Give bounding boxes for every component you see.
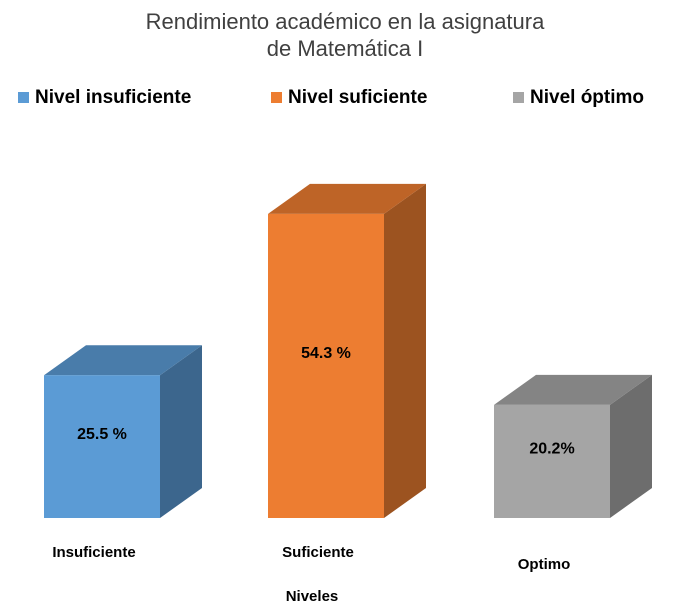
x-tick-label: Suficiente (282, 544, 354, 561)
bar (494, 404, 610, 518)
value-label: 25.5 % (77, 426, 127, 443)
legend-swatch (18, 92, 29, 103)
bar-top (44, 345, 202, 376)
x-tick-label: Optimo (518, 556, 571, 573)
bar (44, 375, 160, 518)
bar-side (384, 183, 426, 519)
legend-swatch (513, 92, 524, 103)
value-label: 54.3 % (301, 345, 351, 362)
legend-swatch (271, 92, 282, 103)
x-axis-label: Niveles (286, 588, 339, 604)
bar-top (494, 374, 652, 405)
chart-title: Rendimiento académico en la asignatura d… (145, 9, 545, 61)
bar (268, 213, 384, 519)
legend-label: Nivel insuficiente (35, 87, 191, 108)
value-label: 20.2% (529, 441, 574, 458)
x-tick-label: Insuficiente (52, 544, 135, 561)
bar-side (160, 345, 202, 518)
legend-label: Nivel suficiente (288, 87, 427, 108)
legend-label: Nivel óptimo (530, 87, 644, 108)
bar-top (268, 183, 426, 214)
bar-side (610, 374, 652, 518)
